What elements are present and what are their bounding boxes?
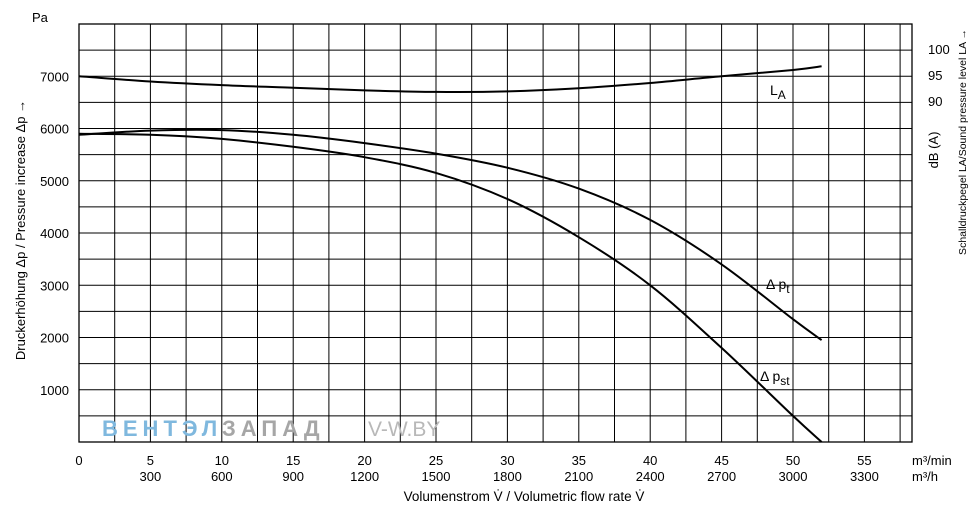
y-tick-label: 1000 xyxy=(40,383,69,398)
y-tick-label: 7000 xyxy=(40,69,69,84)
x-tick-label-m3min: 25 xyxy=(429,453,443,468)
curves xyxy=(78,65,823,443)
x-unit-m3min: m³/min xyxy=(912,453,952,468)
x-tick-label-m3min: 15 xyxy=(286,453,300,468)
x-tick-label-m3min: 50 xyxy=(786,453,800,468)
y-tick-label: 2000 xyxy=(40,331,69,346)
x-tick-label-m3h: 3000 xyxy=(779,469,808,484)
curve-dpt xyxy=(78,128,823,341)
x-tick-label-m3min: 45 xyxy=(714,453,728,468)
plot-frame xyxy=(78,23,913,443)
watermark-logo: ВЕНТЭЛ ЗАПАД V-W.BY xyxy=(102,416,440,441)
y2-tick-label: 95 xyxy=(928,68,942,83)
series-label-dpt: Δ pt xyxy=(766,276,790,296)
x-tick-label-m3min: 30 xyxy=(500,453,514,468)
y2-tick-label: 90 xyxy=(928,94,942,109)
x-tick-label-m3h: 300 xyxy=(140,469,162,484)
y-unit-label: Pa xyxy=(32,10,49,25)
series-label-la: LA xyxy=(770,82,786,102)
y-tick-label: 3000 xyxy=(40,278,69,293)
watermark-text-3: V-W.BY xyxy=(368,418,440,441)
x-tick-label-m3min: 20 xyxy=(357,453,371,468)
x-tick-label-m3h: 1800 xyxy=(493,469,522,484)
y2-tick-label: 100 xyxy=(928,42,950,57)
x-tick-label-m3h: 1200 xyxy=(350,469,379,484)
x-tick-label-m3h: 3300 xyxy=(850,469,879,484)
x-tick-label-m3h: 2700 xyxy=(707,469,736,484)
curve-dpst xyxy=(78,132,823,443)
x-tick-label-m3min: 10 xyxy=(215,453,229,468)
watermark-text-2: ЗАПАД xyxy=(222,416,325,441)
curve-la xyxy=(78,65,822,93)
y2-unit-label: dB (A) xyxy=(926,132,941,169)
x-tick-label-m3min: 40 xyxy=(643,453,657,468)
y-tick-label: 6000 xyxy=(40,122,69,137)
watermark-text-1: ВЕНТЭЛ xyxy=(102,416,222,441)
x-axis-title: Volumenstrom V̇ / Volumetric flow rate V… xyxy=(404,489,645,504)
x-tick-label-m3min: 5 xyxy=(147,453,154,468)
x-tick-label-m3h: 600 xyxy=(211,469,233,484)
x-tick-label-m3h: 1500 xyxy=(422,469,451,484)
grid xyxy=(78,23,913,443)
x-tick-label-m3h: 2400 xyxy=(636,469,665,484)
x-tick-label-m3min: 55 xyxy=(857,453,871,468)
series-label-dpst: Δ pst xyxy=(760,368,790,388)
x-tick-label-m3h: 2100 xyxy=(564,469,593,484)
y-axis-title: Druckerhöhung Δp / Pressure increase Δp … xyxy=(13,100,28,360)
labels: 1000 2000 3000 4000 5000 6000 7000 0 5 10 15 20 25 30… xyxy=(40,42,950,484)
x-tick-label-m3min: 35 xyxy=(572,453,586,468)
x-unit-m3h: m³/h xyxy=(912,469,938,484)
y-tick-label: 5000 xyxy=(40,174,69,189)
y-tick-label: 4000 xyxy=(40,226,69,241)
x-tick-label-m3h: 900 xyxy=(282,469,304,484)
y2-axis-title: Schalldruckpegel LA/Sound pressure level… xyxy=(957,29,969,255)
x-tick-label-m3min: 0 xyxy=(75,453,82,468)
